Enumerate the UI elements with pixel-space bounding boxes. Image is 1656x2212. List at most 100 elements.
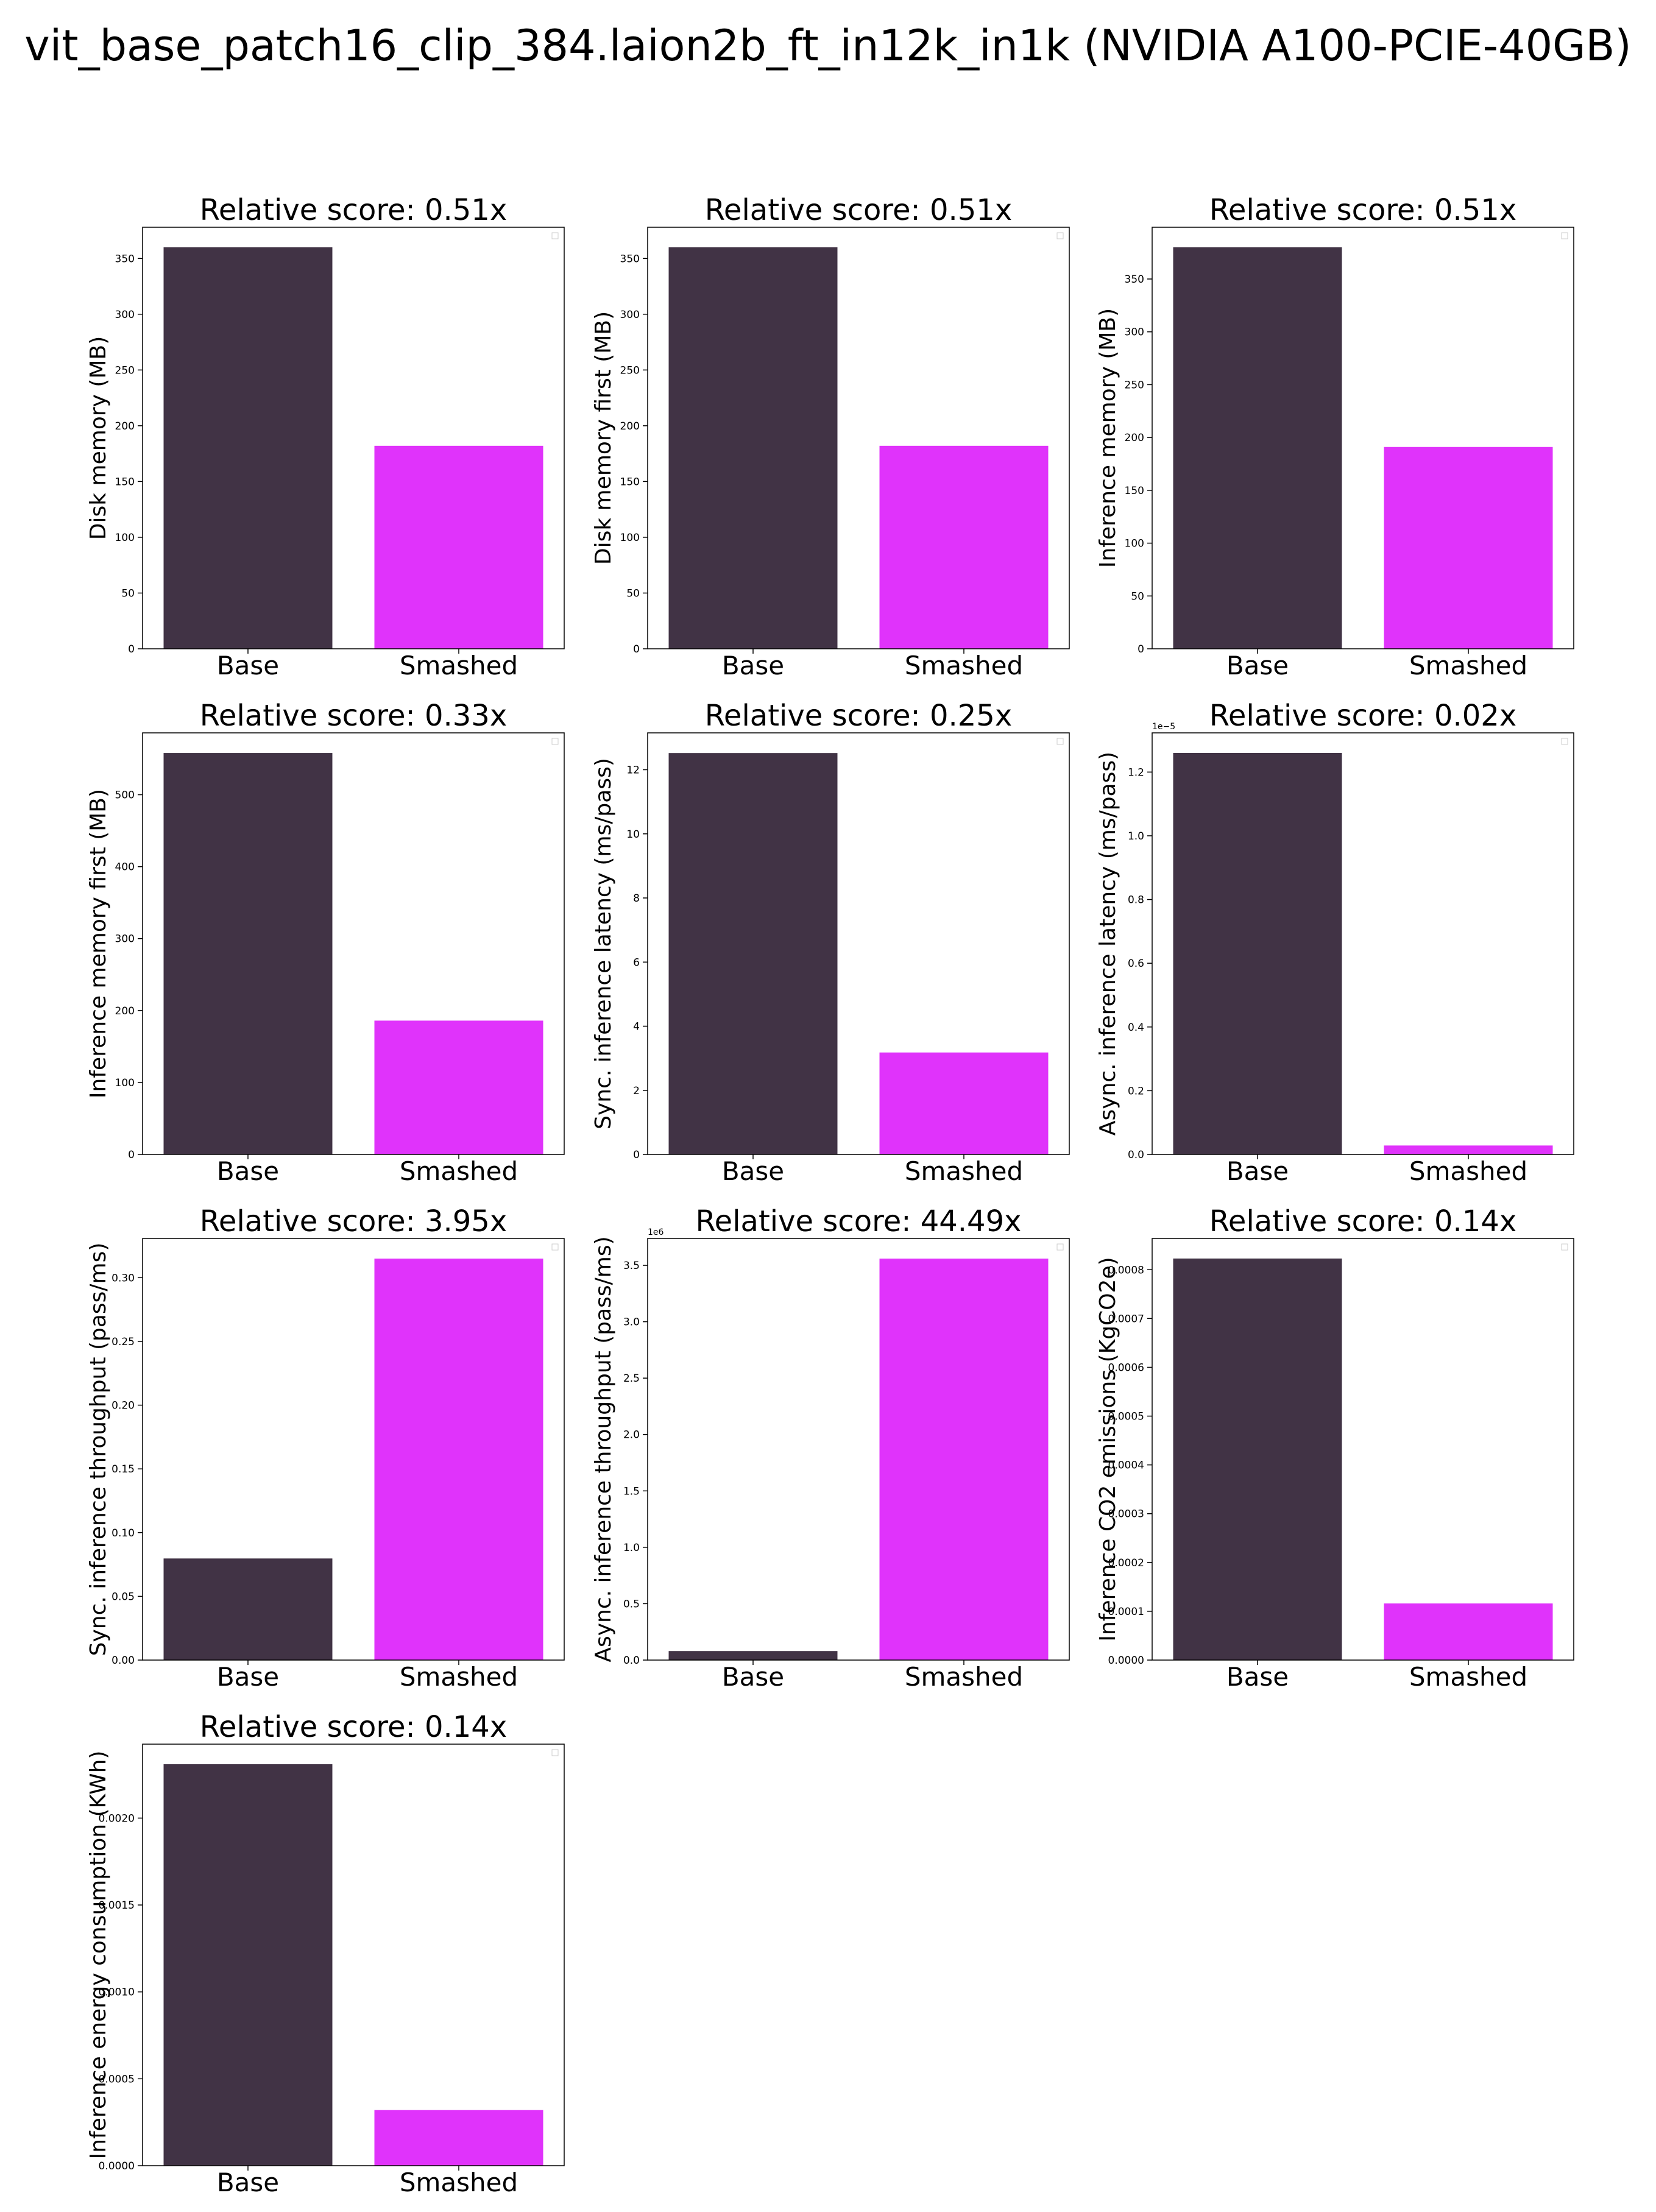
y-tick-label: 300 xyxy=(115,309,135,321)
y-tick-label: 50 xyxy=(121,587,135,599)
y-tick-label: 0.0010 xyxy=(99,1987,135,1999)
y-axis-label: Async. inference throughput (pass/ms) xyxy=(591,1236,616,1662)
plot-frame xyxy=(647,227,1070,649)
y-tick-label: 2 xyxy=(633,1085,640,1097)
y-tick-label: 250 xyxy=(1125,379,1144,391)
x-tick-label-base: Base xyxy=(722,1662,784,1692)
y-tick-label: 0.4 xyxy=(1128,1022,1144,1034)
bar-base xyxy=(163,753,333,1154)
chart-panel: 0.0000 0.0001 0.0002 0.0003 0.0004 0.0005 0.00… xyxy=(1095,1204,1574,1692)
y-tick-label: 10 xyxy=(626,829,640,841)
y-tick-label: 0.0 xyxy=(623,1655,640,1667)
y-tick-label: 0.0006 xyxy=(1108,1362,1144,1374)
y-tick-label: 150 xyxy=(115,476,135,488)
bar-base xyxy=(1173,1258,1342,1660)
plot-frame xyxy=(1152,227,1574,649)
y-tick-label: 2.5 xyxy=(623,1373,640,1385)
y-tick-label: 0.0000 xyxy=(1108,1655,1144,1667)
bar-smashed xyxy=(1384,447,1553,649)
y-tick-label: 500 xyxy=(115,790,135,802)
y-tick-label: 0.0003 xyxy=(1108,1508,1144,1521)
bar-base xyxy=(163,1558,333,1660)
panel-title: Relative score: 44.49x xyxy=(695,1204,1021,1239)
chart-panel: 0.0 0.2 0.4 0.6 0.8 1.0 1.2 Base Smashed Relative… xyxy=(1095,699,1574,1186)
x-tick-label-smashed: Smashed xyxy=(400,1156,518,1186)
y-tick-label: 12 xyxy=(626,765,640,777)
legend-box xyxy=(1561,1243,1568,1251)
chart-panel: 0 50 100 150 200 250 300 350 Base Smashed Relative… xyxy=(591,193,1070,680)
y-axis-label: Sync. inference latency (ms/pass) xyxy=(591,758,616,1129)
bar-smashed xyxy=(1384,1603,1553,1660)
bar-smashed xyxy=(374,1258,543,1660)
x-tick-label-smashed: Smashed xyxy=(1409,651,1527,680)
legend-box xyxy=(551,1749,559,1756)
y-tick-label: 6 xyxy=(633,956,640,969)
x-tick-label-base: Base xyxy=(722,651,784,680)
panel-title: Relative score: 0.25x xyxy=(705,699,1013,733)
y-tick-label: 0.0020 xyxy=(99,1812,135,1825)
y-axis-label: Async. inference latency (ms/pass) xyxy=(1095,752,1120,1136)
y-tick-label: 0.5 xyxy=(623,1598,640,1610)
y-axis-label: Inference energy consumption (KWh) xyxy=(86,1751,111,2160)
panel-title: Relative score: 0.02x xyxy=(1209,699,1517,733)
x-tick-label-smashed: Smashed xyxy=(1409,1662,1527,1692)
x-tick-label-smashed: Smashed xyxy=(1409,1156,1527,1186)
y-tick-label: 1.2 xyxy=(1128,766,1144,779)
y-tick-label: 300 xyxy=(115,933,135,945)
legend-box xyxy=(1561,232,1568,239)
bar-smashed xyxy=(879,1258,1049,1660)
y-tick-label: 0.0015 xyxy=(99,1899,135,1912)
panel-title: Relative score: 3.95x xyxy=(200,1204,508,1239)
y-tick-label: 150 xyxy=(1125,485,1144,497)
y-tick-label: 0.0005 xyxy=(1108,1411,1144,1423)
y-tick-label: 350 xyxy=(1125,274,1144,286)
panel-title: Relative score: 0.14x xyxy=(1209,1204,1517,1239)
y-tick-label: 1.0 xyxy=(1128,830,1144,843)
legend-box xyxy=(551,1243,559,1251)
y-tick-label: 0.0005 xyxy=(99,2073,135,2085)
bar-base xyxy=(1173,752,1342,1154)
y-tick-label: 350 xyxy=(115,253,135,265)
y-tick-label: 2.0 xyxy=(623,1429,640,1441)
y-tick-label: 0.0 xyxy=(1128,1149,1144,1161)
y-tick-label: 0.25 xyxy=(111,1336,135,1348)
y-tick-label: 50 xyxy=(1131,590,1144,602)
panel-title: Relative score: 0.51x xyxy=(200,193,508,227)
legend-box xyxy=(551,738,559,745)
panel-title: Relative score: 0.51x xyxy=(1209,193,1517,227)
y-tick-label: 150 xyxy=(620,476,640,488)
legend-box xyxy=(1056,1243,1064,1251)
bar-base xyxy=(668,1651,838,1660)
bar-smashed xyxy=(879,1052,1049,1154)
y-tick-label: 200 xyxy=(115,1005,135,1017)
plot-frame xyxy=(647,732,1070,1155)
bar-smashed xyxy=(374,1020,543,1154)
y-tick-label: 400 xyxy=(115,861,135,874)
x-tick-label-smashed: Smashed xyxy=(905,1156,1023,1186)
y-tick-label: 250 xyxy=(620,364,640,376)
y-tick-label: 200 xyxy=(115,420,135,433)
x-tick-label-base: Base xyxy=(217,2168,279,2197)
x-tick-label-smashed: Smashed xyxy=(905,651,1023,680)
y-axis-multiplier: 1e6 xyxy=(648,1228,664,1237)
legend-box xyxy=(1056,232,1064,239)
y-tick-label: 100 xyxy=(115,1077,135,1089)
bar-base xyxy=(668,247,838,649)
y-tick-label: 0.10 xyxy=(111,1527,135,1539)
y-tick-label: 100 xyxy=(1125,538,1144,550)
x-tick-label-base: Base xyxy=(1226,651,1289,680)
y-tick-label: 0.00 xyxy=(111,1655,135,1667)
y-tick-label: 0.0007 xyxy=(1108,1313,1144,1325)
bar-smashed xyxy=(1384,1145,1553,1154)
y-tick-label: 0.0004 xyxy=(1108,1460,1144,1472)
y-tick-label: 100 xyxy=(115,532,135,544)
chart-panel: 0 2 4 6 8 10 12 Base Smashed Relative score: 0.25… xyxy=(591,699,1070,1186)
y-axis-label: Disk memory (MB) xyxy=(86,336,111,540)
bar-base xyxy=(668,753,838,1154)
plot-frame xyxy=(142,1744,565,2166)
y-tick-label: 0.8 xyxy=(1128,894,1144,906)
x-tick-label-smashed: Smashed xyxy=(905,1662,1023,1692)
y-axis-label: Inference CO2 emissions (KgCO2e) xyxy=(1095,1257,1120,1641)
chart-panel: 0 50 100 150 200 250 300 350 Base Smashed Relative… xyxy=(86,193,565,680)
